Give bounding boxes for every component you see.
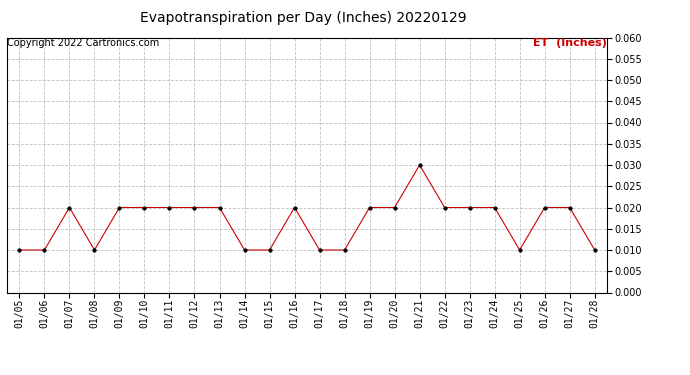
Text: ET  (Inches): ET (Inches): [533, 38, 607, 48]
Text: Copyright 2022 Cartronics.com: Copyright 2022 Cartronics.com: [7, 38, 159, 48]
Text: Evapotranspiration per Day (Inches) 20220129: Evapotranspiration per Day (Inches) 2022…: [140, 11, 467, 25]
